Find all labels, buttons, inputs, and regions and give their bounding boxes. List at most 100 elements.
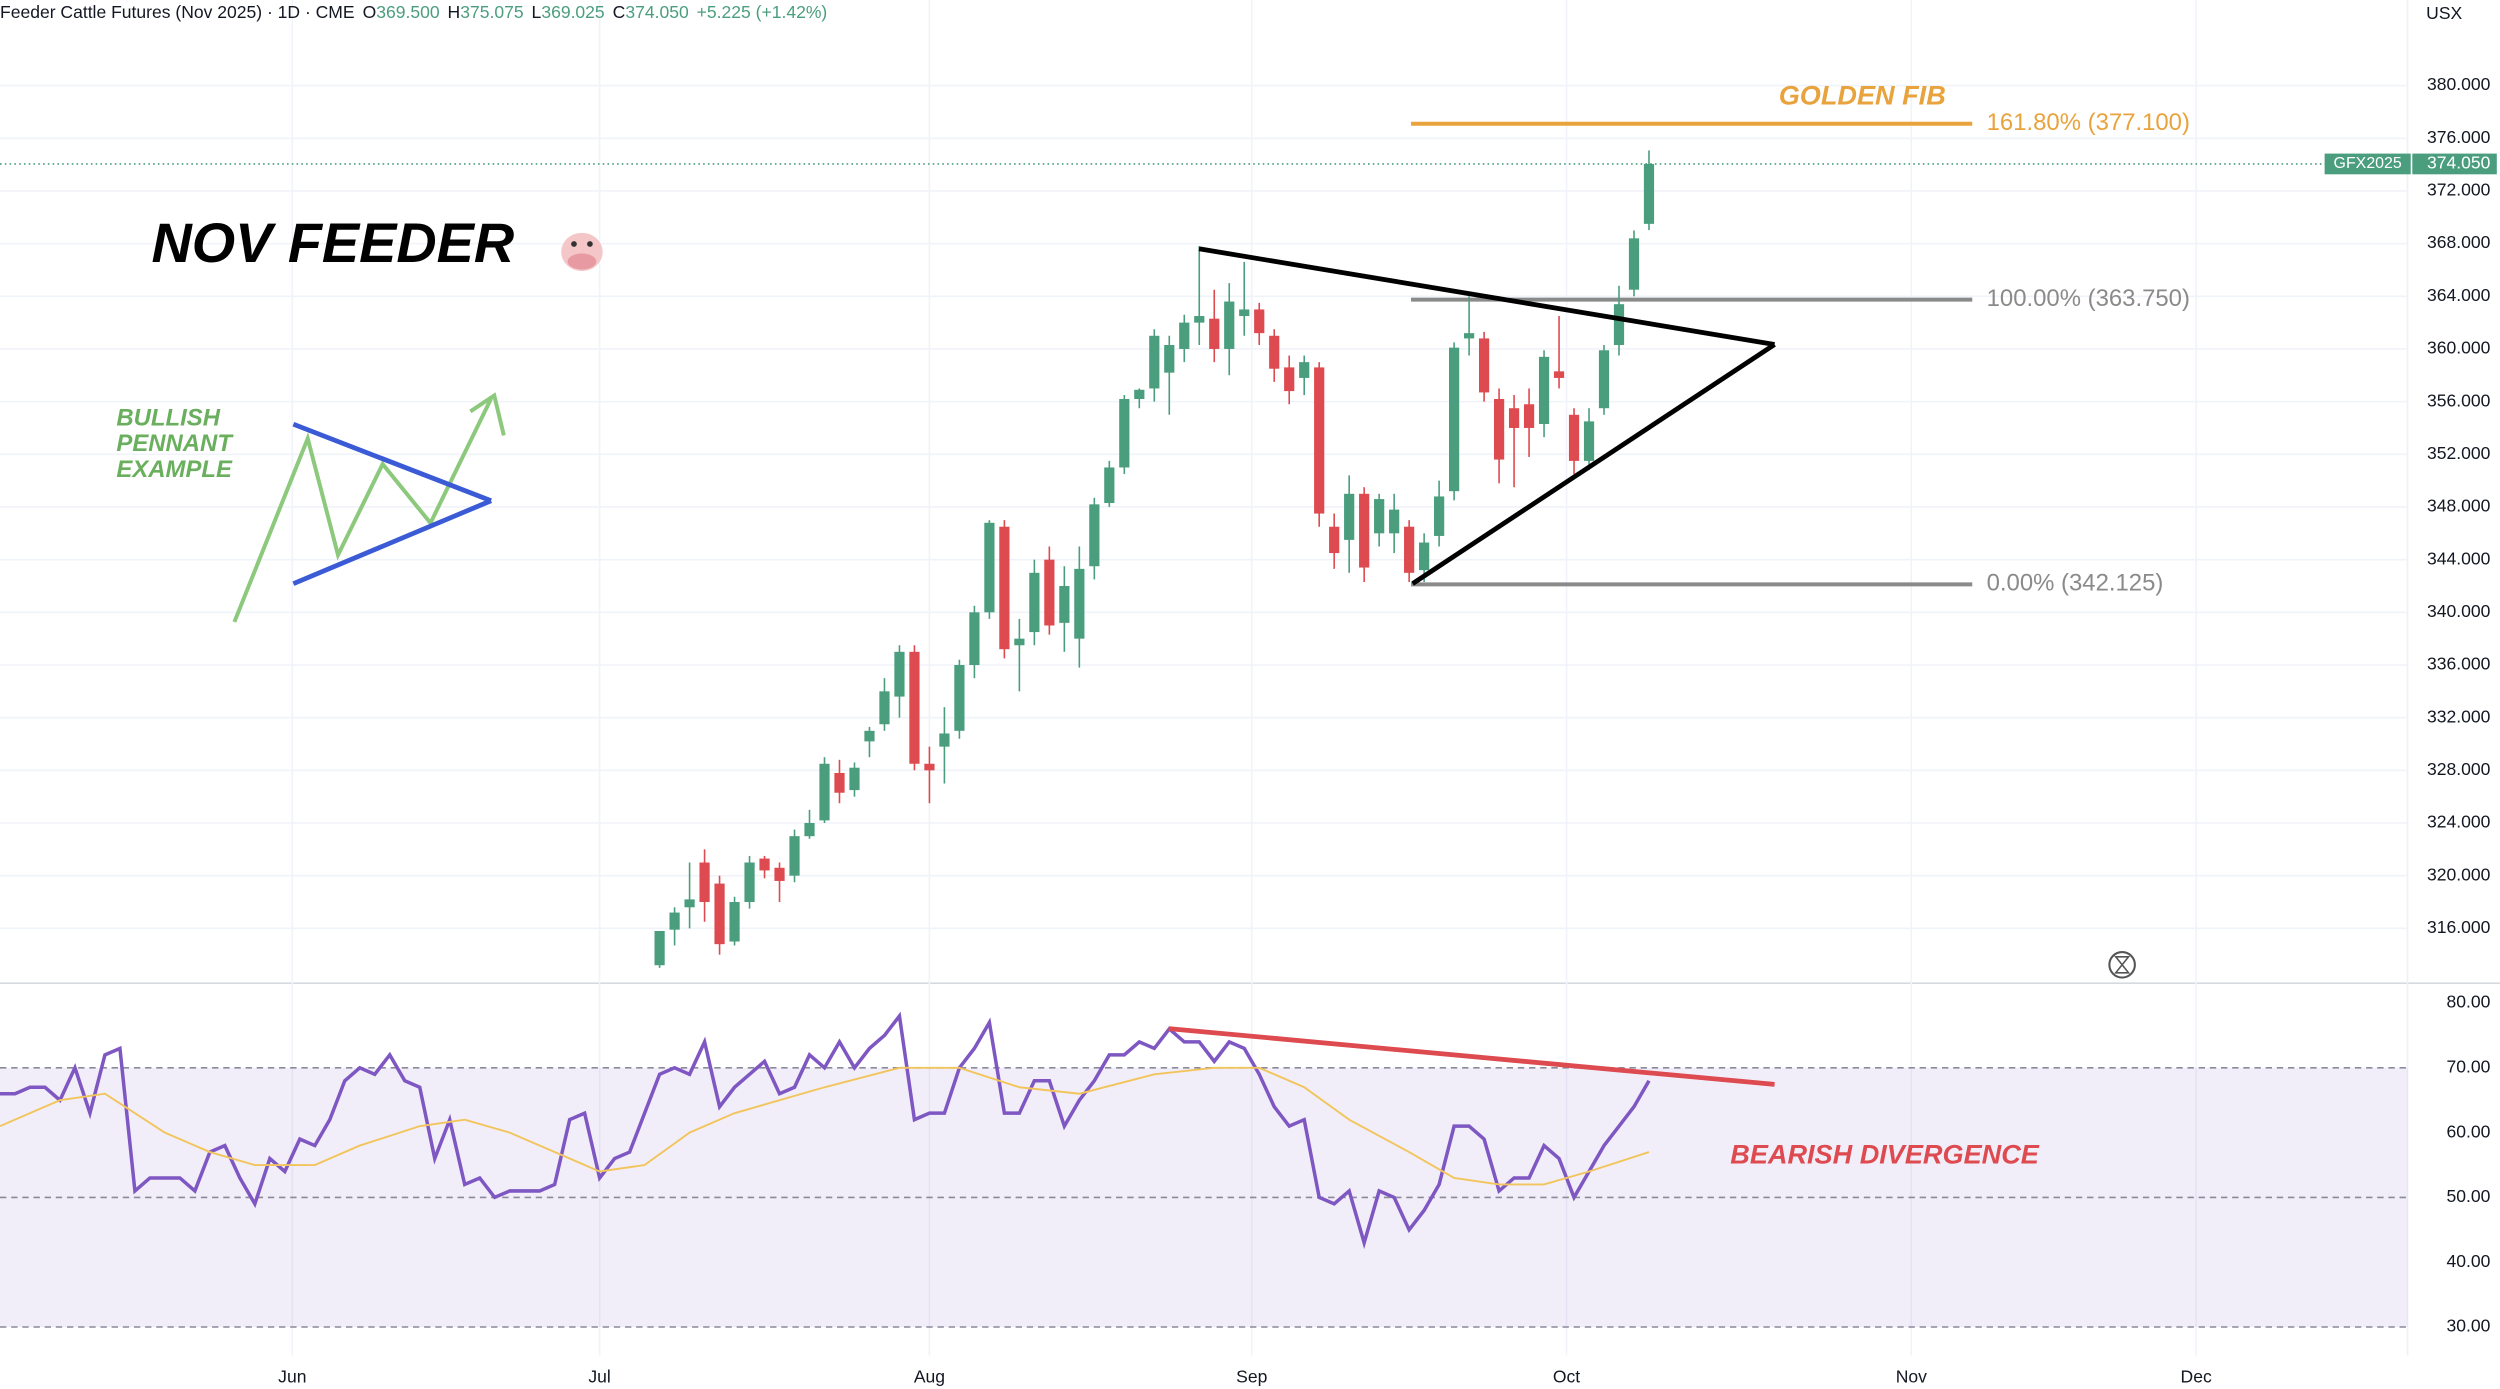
rsi-line (0, 1066, 1650, 1186)
fib-note: GOLDEN FIB (1779, 79, 1946, 110)
candle-body (1329, 526, 1340, 554)
candle-body (1074, 568, 1085, 639)
y-tick-label: 50.00 (2447, 1186, 2491, 1206)
candle-body (1014, 638, 1025, 646)
headline: NOV FEEDER (151, 211, 514, 274)
candle-body (1434, 496, 1445, 536)
x-tick-label: Oct (1553, 1366, 1580, 1386)
plot: 316.000 320.000 324.000 328.000 332.000 336.0… (0, 74, 2497, 1386)
candle-body (744, 862, 755, 903)
candle-body (1374, 499, 1385, 534)
y-tick-label: 40.00 (2447, 1251, 2491, 1271)
ohlc-value: 375.075 (460, 1, 524, 21)
title: Feeder Cattle Futures (Nov 2025) · 1D · … (0, 1, 355, 21)
candle-body (669, 912, 680, 930)
y-tick-label: 80.00 (2447, 992, 2491, 1012)
candle-body (1568, 414, 1580, 461)
candle-body (1538, 356, 1550, 425)
trend-line (1198, 246, 1775, 347)
candle-body (1179, 322, 1190, 349)
candle-body (864, 730, 875, 742)
candle-body (1284, 367, 1295, 392)
candle-body (1209, 318, 1220, 349)
x-tick-label: Jun (278, 1366, 306, 1386)
price-tag-label: 374.050 (2427, 153, 2491, 173)
y-tick-label: 332.000 (2427, 706, 2491, 726)
candle-body (714, 883, 725, 945)
y-tick-label: 364.000 (2427, 285, 2491, 305)
y-tick-label: 348.000 (2427, 496, 2491, 516)
candle-body (1164, 345, 1175, 373)
candle-body (1508, 408, 1520, 428)
candle-body (1344, 493, 1355, 540)
y-tick-label: 70.00 (2447, 1056, 2491, 1076)
candle-body (1044, 559, 1055, 626)
currency: USX (2426, 3, 2462, 23)
candle-body (1419, 542, 1430, 571)
candle-body (1089, 504, 1100, 567)
x-tick-label: Dec (2181, 1366, 2212, 1386)
candle-body (939, 733, 950, 747)
candle-body (1643, 163, 1655, 224)
candle-body (774, 867, 785, 881)
x-tick-label: Jul (588, 1366, 610, 1386)
ohlc-value: 369.500 (376, 1, 440, 21)
divergence-note: BEARISH DIVERGENCE (1730, 1138, 2040, 1169)
x-tick-label: Sep (1236, 1366, 1267, 1386)
candle-body (909, 651, 920, 764)
candle-body (1134, 389, 1145, 399)
y-tick-label: 60.00 (2447, 1121, 2491, 1141)
header: Feeder Cattle Futures (Nov 2025) · 1D · … (0, 1, 827, 21)
price-tag (2412, 153, 2497, 175)
y-tick-label: 356.000 (2427, 390, 2491, 410)
example-arrow (469, 392, 506, 436)
y-tick-label: 340.000 (2427, 601, 2491, 621)
y-tick-label: 324.000 (2427, 812, 2491, 832)
rsi-line (0, 1011, 1651, 1250)
candle-body (1269, 335, 1280, 369)
candle-body (1059, 585, 1070, 623)
candle-body (834, 772, 845, 793)
candle-body (684, 899, 695, 908)
y-tick-label: 360.000 (2427, 338, 2491, 358)
candle-body (999, 526, 1010, 650)
y-tick-label: 344.000 (2427, 548, 2491, 568)
ohlc-value: 374.050 (625, 1, 689, 21)
timer-icon (2108, 951, 2136, 979)
candle-body (1239, 309, 1250, 317)
y-tick-label: 336.000 (2427, 654, 2491, 674)
fib-label: 0.00% (342.125) (1987, 570, 2164, 597)
candle-body (879, 691, 890, 725)
candle-body (1119, 398, 1130, 468)
rsi-band (0, 1067, 2408, 1328)
y-tick-label: 320.000 (2427, 864, 2491, 884)
x-tick-label: Aug (914, 1366, 945, 1386)
candle-body (1359, 493, 1370, 568)
y-tick-label: 368.000 (2427, 232, 2491, 252)
example-price-path (232, 397, 493, 623)
ohlc-key: C (613, 1, 626, 21)
y-tick-label: 30.00 (2447, 1316, 2491, 1336)
candle-body (819, 763, 830, 821)
candle-body (804, 823, 815, 837)
y-tick-label: 316.000 (2427, 917, 2491, 937)
candle-body (1314, 367, 1325, 514)
candle-body (849, 767, 860, 791)
ohlc-value: 369.025 (541, 1, 605, 21)
ohlc-key: L (532, 1, 542, 21)
candle-body (654, 930, 665, 966)
candle-body (1224, 301, 1235, 349)
y-tick-label: 328.000 (2427, 759, 2491, 779)
divergence-line (1168, 1026, 1775, 1087)
candle-body (1449, 347, 1460, 492)
candle-body (984, 522, 995, 613)
trend-line (1411, 342, 1776, 586)
candle-body (1583, 421, 1595, 461)
candle-body (1404, 526, 1415, 573)
candle-body (1104, 467, 1115, 504)
y-tick-label: 372.000 (2427, 180, 2491, 200)
x-tick-label: Nov (1896, 1366, 1927, 1386)
